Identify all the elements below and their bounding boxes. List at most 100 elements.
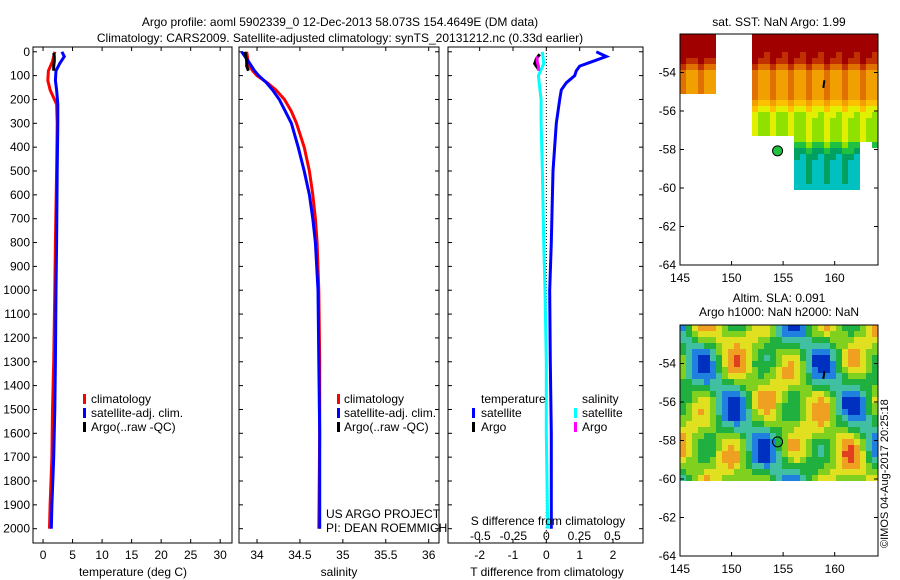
legend-swatch-satellite [83,408,86,418]
map-cell [704,391,710,397]
map-cell [836,154,842,160]
map-cell [692,64,698,70]
map-cell [692,88,698,94]
map-cell [818,463,824,469]
map-cell [728,457,734,463]
map-cell [788,118,794,124]
map-cell [848,172,854,178]
map-cell [800,118,806,124]
series-line-climatology [245,51,322,529]
map-cell [848,40,854,46]
map-cell [812,106,818,112]
map-cell [728,373,734,379]
map-cell [770,34,776,40]
map-cell [836,94,842,100]
map-cell [710,421,716,427]
map-cell [836,82,842,88]
map-cell [854,76,860,82]
map-cell [710,70,716,76]
map-cell [782,34,788,40]
map-cell [842,421,848,427]
map-cell [770,118,776,124]
map-cell [866,469,872,475]
map-cell [824,391,830,397]
legend-label: Argo [582,420,608,434]
map-cell [824,451,830,457]
map-cell [764,427,770,433]
map-cell [812,469,818,475]
map-cell [728,355,734,361]
map-cell [812,373,818,379]
map-cell [854,337,860,343]
map-cell [692,475,698,481]
map-cell [818,82,824,88]
map-cell [698,457,704,463]
map-cell [734,445,740,451]
map-cell [716,343,722,349]
map-cell [836,142,842,148]
map-cell [806,331,812,337]
map-cell [758,130,764,136]
map-cell [710,58,716,64]
map-cell [770,40,776,46]
map-cell [830,361,836,367]
map-cell [776,58,782,64]
map-cell [812,421,818,427]
map-cell [812,82,818,88]
map-cell [716,397,722,403]
map-cell [794,130,800,136]
map-cell [806,142,812,148]
map-cell [842,403,848,409]
map-cell [686,46,692,52]
map-cell [692,415,698,421]
map-cell [722,445,728,451]
map-cell [848,331,854,337]
map-cell [770,349,776,355]
y-tick-label: 1300 [3,355,30,369]
map-cell [842,463,848,469]
map-cell [680,475,686,481]
map-cell [824,331,830,337]
map-cell [842,361,848,367]
map-cell [836,391,842,397]
map-cell [740,403,746,409]
map-cell [806,82,812,88]
map-cell [800,475,806,481]
map-cell [842,445,848,451]
map-cell [680,427,686,433]
map-cell [836,355,842,361]
map-cell [704,46,710,52]
map-cell [842,433,848,439]
map-cell [800,403,806,409]
map-cell [836,343,842,349]
y-tick-label: 800 [10,236,30,250]
map-cell [818,451,824,457]
map-cell [740,367,746,373]
map-cell [752,403,758,409]
map-cell [794,463,800,469]
map-cell [764,76,770,82]
series-line-argo-raw-qc- [243,51,250,72]
x-tick-label: 34 [250,548,264,562]
map-cell [800,445,806,451]
map-cell [818,361,824,367]
legend-label: satellite [582,406,623,420]
map-cell [710,475,716,481]
map-cell [704,367,710,373]
map-cell [752,130,758,136]
map-cell [866,475,872,481]
map-cell [770,106,776,112]
map-cell [860,361,866,367]
map-cell [836,385,842,391]
map-cell [698,421,704,427]
map-cell [866,70,872,76]
map-cell [680,451,686,457]
map-cell [770,100,776,106]
s-diff-xlabel: S difference from climatology [471,514,626,528]
map-cell [842,76,848,82]
map-cell [836,148,842,154]
map-cell [824,379,830,385]
map-cell [848,367,854,373]
map-cell [806,58,812,64]
map-cell [776,391,782,397]
